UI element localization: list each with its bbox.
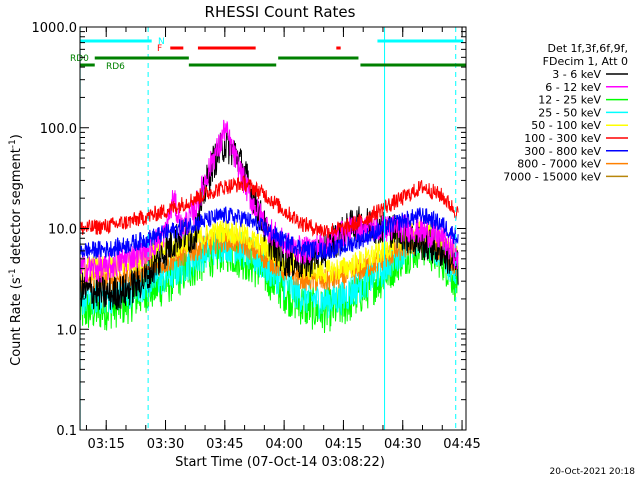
flag-bar-n-1 xyxy=(80,39,152,43)
legend-header-line: FDecim 1, Att 0 xyxy=(543,55,628,68)
legend-entry-label: 50 - 100 keV xyxy=(531,119,601,132)
flag-bar-f-3 xyxy=(336,46,341,50)
flag-label-f: F xyxy=(157,44,162,54)
x-tick-label: 03:15 xyxy=(87,437,124,452)
x-tick-label: 04:30 xyxy=(384,437,421,452)
flag-bar-f-1 xyxy=(170,46,184,50)
flag-bar-rd6-2 xyxy=(188,63,277,67)
legend-entry-label: 6 - 12 keV xyxy=(545,81,601,94)
series-line-300-800-kev xyxy=(80,206,459,260)
series-line-100-300-kev xyxy=(80,175,459,239)
y-axis-label: Count Rate (s-1 detector segment-1) xyxy=(8,134,24,366)
flag-bar-n-2 xyxy=(377,39,464,43)
y-tick-label: 1.0 xyxy=(56,323,77,338)
flag-bar-f-2 xyxy=(197,46,256,50)
x-axis-label: Start Time (07-Oct-14 03:08:22) xyxy=(175,455,385,470)
legend-entry-label: 25 - 50 keV xyxy=(538,106,601,119)
y-tick-label: 0.1 xyxy=(56,424,77,439)
x-tick-label: 04:15 xyxy=(325,437,362,452)
y-tick-label: 10.0 xyxy=(48,223,77,238)
legend-entry-label: 800 - 7000 keV xyxy=(517,158,601,171)
legend-entry-label: 7000 - 15000 keV xyxy=(503,170,601,183)
flag-bar-rd0-1 xyxy=(94,56,189,60)
x-tick-label: 04:00 xyxy=(265,437,302,452)
legend-header-line: Det 1f,3f,6f,9f, xyxy=(547,42,628,55)
legend-entry-label: 3 - 6 keV xyxy=(552,68,601,81)
legend-entry-label: 12 - 25 keV xyxy=(538,94,601,107)
x-tick-label: 03:30 xyxy=(147,437,184,452)
x-tick-label: 03:45 xyxy=(206,437,243,452)
flag-label-rd6: RD6 xyxy=(106,62,125,72)
y-tick-label: 1000.0 xyxy=(32,21,78,36)
flag-label-n: N xyxy=(158,37,165,47)
legend-entry-label: 100 - 300 keV xyxy=(524,132,601,145)
x-tick-label: 04:45 xyxy=(443,437,480,452)
y-tick-label: 100.0 xyxy=(40,122,77,137)
flag-bar-rd6-1 xyxy=(80,63,95,67)
legend-entry-label: 300 - 800 keV xyxy=(524,145,601,158)
legend: Det 1f,3f,6f,9f,FDecim 1, Att 03 - 6 keV… xyxy=(503,42,628,183)
chart-title: RHESSI Count Rates xyxy=(205,3,356,21)
flag-bar-rd6-3 xyxy=(360,63,466,67)
flag-bar-rd0-2 xyxy=(278,56,359,60)
plot-timestamp: 20-Oct-2021 20:18 xyxy=(550,467,636,477)
